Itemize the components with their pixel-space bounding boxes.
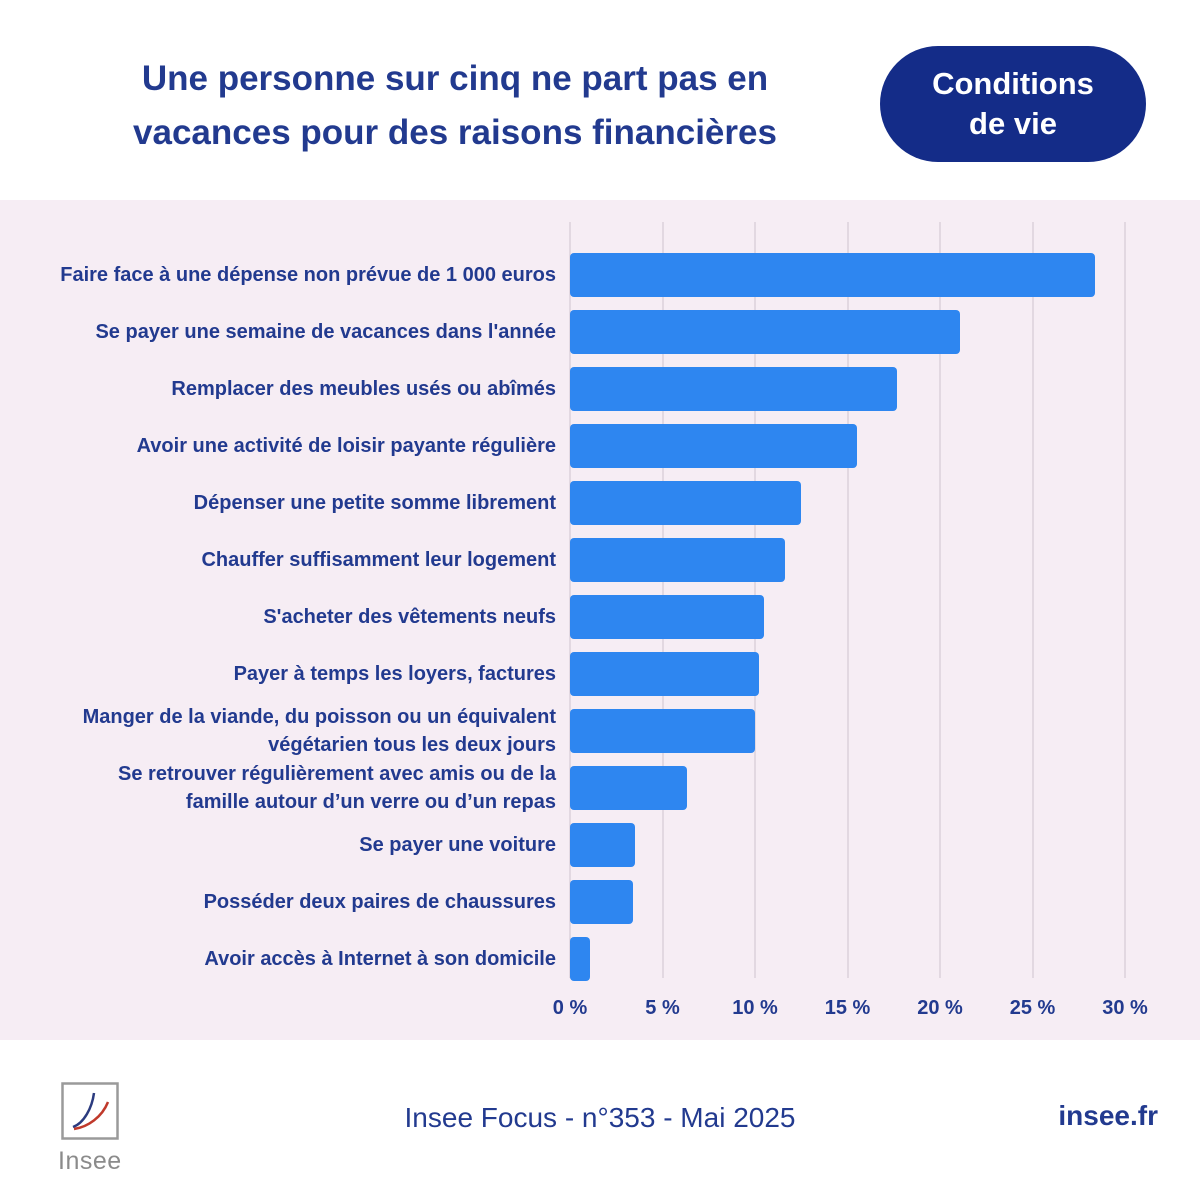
bar-track <box>570 765 1125 810</box>
bar-track <box>570 366 1125 411</box>
bar-track <box>570 822 1125 867</box>
bar <box>570 594 765 639</box>
bar <box>570 651 759 696</box>
bar <box>570 252 1096 297</box>
bar-track <box>570 708 1125 753</box>
publication-source: Insee Focus - n°353 - Mai 2025 <box>404 1102 796 1133</box>
bar-track <box>570 879 1125 924</box>
bar <box>570 822 635 867</box>
bar <box>570 879 633 924</box>
category-label: Se retrouver régulièrement avec amis ou … <box>118 762 556 813</box>
chart-row: Posséder deux paires de chaussures <box>0 873 1200 930</box>
bar-track <box>570 423 1125 468</box>
page-title: Une personne sur cinq ne part pas en vac… <box>60 52 850 161</box>
category-label: S'acheter des vêtements neufs <box>263 605 556 628</box>
x-axis-tick: 30 % <box>1102 997 1148 1019</box>
insee-logo-icon <box>61 1082 119 1145</box>
chart-row: Chauffer suffisamment leur logement <box>0 531 1200 588</box>
bar-track <box>570 594 1125 639</box>
bar <box>570 765 687 810</box>
bar-track <box>570 309 1125 354</box>
category-label: Payer à temps les loyers, factures <box>233 662 556 685</box>
bar-track <box>570 480 1125 525</box>
category-label: Remplacer des meubles usés ou abîmés <box>171 377 556 400</box>
footer: Insee Insee Focus - n°353 - Mai 2025 ins… <box>0 1040 1200 1200</box>
category-label: Avoir une activité de loisir payante rég… <box>136 434 556 457</box>
x-axis-tick: 20 % <box>917 997 963 1019</box>
bar <box>570 423 857 468</box>
bar <box>570 537 785 582</box>
category-label: Posséder deux paires de chaussures <box>203 890 556 913</box>
conditions-de-vie-badge: Conditions de vie <box>880 46 1146 162</box>
title-line-2: vacances pour des raisons financières <box>133 113 777 153</box>
chart-row: Avoir accès à Internet à son domicile <box>0 930 1200 987</box>
chart-row: Manger de la viande, du poisson ou un éq… <box>0 702 1200 759</box>
bar-track <box>570 936 1125 981</box>
badge-line-2: de vie <box>969 106 1057 141</box>
header: Une personne sur cinq ne part pas en vac… <box>0 0 1200 200</box>
bar-track <box>570 537 1125 582</box>
bar-track <box>570 252 1125 297</box>
x-axis-tick: 10 % <box>732 997 778 1019</box>
chart-row: Se retrouver régulièrement avec amis ou … <box>0 759 1200 816</box>
bar <box>570 309 961 354</box>
bar-chart: Faire face à une dépense non prévue de 1… <box>0 200 1200 1040</box>
insee-logo-text: Insee <box>58 1147 122 1175</box>
bar-track <box>570 651 1125 696</box>
category-label: Chauffer suffisamment leur logement <box>201 548 556 571</box>
badge-line-1: Conditions <box>932 65 1094 101</box>
category-label: Avoir accès à Internet à son domicile <box>204 947 556 970</box>
chart-row: S'acheter des vêtements neufs <box>0 588 1200 645</box>
category-label: Faire face à une dépense non prévue de 1… <box>60 263 556 286</box>
bar <box>570 480 802 525</box>
category-label: Manger de la viande, du poisson ou un éq… <box>82 705 556 756</box>
bar <box>570 936 591 981</box>
x-axis-tick: 25 % <box>1009 997 1056 1019</box>
chart-row: Dépenser une petite somme librement <box>0 474 1200 531</box>
chart-row: Payer à temps les loyers, factures <box>0 645 1200 702</box>
x-axis-tick: 15 % <box>824 997 871 1019</box>
insee-logo: Insee <box>58 1082 122 1176</box>
x-axis-tick: 5 % <box>645 997 680 1019</box>
title-line-1: Une personne sur cinq ne part pas en <box>141 59 769 98</box>
insee-fr-link[interactable]: insee.fr <box>1058 1100 1158 1131</box>
gridline <box>1031 222 1034 978</box>
category-label: Se payer une voiture <box>359 833 556 856</box>
bar <box>570 708 755 753</box>
gridline <box>846 222 849 978</box>
chart-row: Avoir une activité de loisir payante rég… <box>0 417 1200 474</box>
chart-rows: Faire face à une dépense non prévue de 1… <box>0 200 1200 987</box>
category-label: Dépenser une petite somme librement <box>193 491 556 514</box>
bar <box>570 366 898 411</box>
x-axis-tick: 0 % <box>552 997 588 1019</box>
chart-row: Faire face à une dépense non prévue de 1… <box>0 246 1200 303</box>
gridline <box>1124 222 1126 978</box>
category-label: Se payer une semaine de vacances dans l'… <box>95 320 556 343</box>
x-axis: 0 % 5 % 10 % 15 % 20 % 25 % 30 % <box>553 991 1148 1035</box>
chart-row: Remplacer des meubles usés ou abîmés <box>0 360 1200 417</box>
gridline <box>939 222 941 978</box>
chart-row: Se payer une semaine de vacances dans l'… <box>0 303 1200 360</box>
chart-row: Se payer une voiture <box>0 816 1200 873</box>
